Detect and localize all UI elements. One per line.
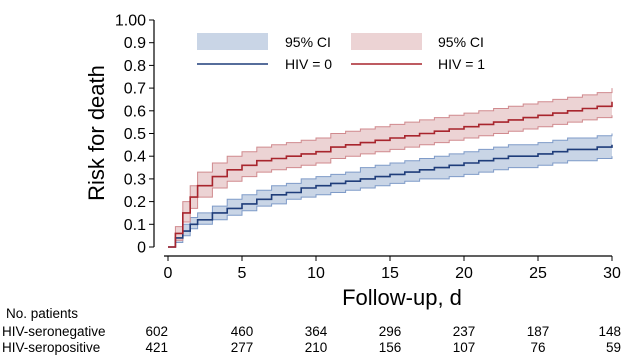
risk-table-cell: 364 xyxy=(305,324,328,339)
risk-table-cell: 421 xyxy=(145,340,168,355)
y-tick-label: 0.2 xyxy=(124,194,146,211)
risk-table: No. patients HIV-seronegative 602 460 364 29… xyxy=(2,306,621,355)
risk-table-cell: 156 xyxy=(379,340,402,355)
risk-table-cell: 277 xyxy=(231,340,254,355)
legend: 95% CI 95% CI HIV = 0 HIV = 1 xyxy=(197,33,485,72)
legend-label: 95% CI xyxy=(438,34,484,50)
y-tick-label: 1.00 xyxy=(115,13,146,30)
risk-table-cell: 107 xyxy=(453,340,476,355)
ci-lower-line-series-0 xyxy=(168,156,613,248)
y-tick-label: 0.3 xyxy=(124,171,146,188)
y-tick-label: 0.7 xyxy=(124,81,146,98)
risk-table-cell: 187 xyxy=(527,324,550,339)
risk-table-cell: 460 xyxy=(231,324,254,339)
risk-table-cell: 76 xyxy=(530,340,545,355)
x-tick-label: 10 xyxy=(307,265,325,282)
risk-table-cell: 148 xyxy=(598,324,621,339)
x-tick-label: 0 xyxy=(164,265,173,282)
legend-label: HIV = 0 xyxy=(285,56,332,72)
risk-table-title: No. patients xyxy=(6,306,78,321)
y-tick-label: 0.8 xyxy=(124,58,146,75)
x-tick-label: 5 xyxy=(238,265,247,282)
legend-label: 95% CI xyxy=(285,34,331,50)
ci-band-series-1 xyxy=(168,88,612,247)
risk-table-cell: 296 xyxy=(379,324,402,339)
risk-table-cell: 237 xyxy=(453,324,476,339)
ci-upper-line-series-0 xyxy=(168,133,613,248)
plot-area xyxy=(168,88,613,248)
series-line-1 xyxy=(168,101,613,248)
legend-label: HIV = 1 xyxy=(438,56,485,72)
x-tick-label: 25 xyxy=(529,265,547,282)
legend-ci-swatch-hiv0 xyxy=(197,33,268,50)
y-axis-title: Risk for death xyxy=(84,65,109,201)
series-line-0 xyxy=(168,144,613,248)
ci-upper-line-series-1 xyxy=(168,88,613,248)
risk-table-cell: 602 xyxy=(145,324,168,339)
x-tick-label: 15 xyxy=(381,265,399,282)
y-tick-label: 0.6 xyxy=(124,103,146,120)
x-tick-label: 30 xyxy=(603,265,621,282)
y-tick-label: 0.4 xyxy=(124,149,146,166)
x-axis-title: Follow-up, d xyxy=(342,285,462,310)
legend-ci-swatch-hiv1 xyxy=(351,33,422,50)
x-tick-label: 20 xyxy=(455,265,473,282)
risk-table-cell: 59 xyxy=(606,340,621,355)
y-tick-label: 0.1 xyxy=(124,217,146,234)
y-tick-label: 0.5 xyxy=(124,126,146,143)
y-tick-label: 0.9 xyxy=(124,35,146,52)
ci-band-series-0 xyxy=(168,133,612,247)
x-ticks: 0 5 10 15 20 25 30 xyxy=(164,256,621,282)
y-tick-label: 0 xyxy=(137,240,146,257)
risk-table-row-label: HIV-seronegative xyxy=(2,324,106,339)
ci-lower-line-series-1 xyxy=(168,115,613,248)
risk-table-row-label: HIV-seropositive xyxy=(2,340,100,355)
y-ticks: 0 0.1 0.2 0.3 0.4 0.5 0.6 0.7 0.8 0.9 1.00 xyxy=(115,13,154,257)
risk-table-cell: 210 xyxy=(305,340,328,355)
